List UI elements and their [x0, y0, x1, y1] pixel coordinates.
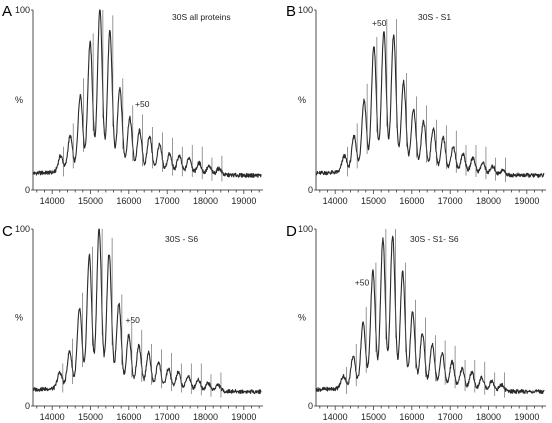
annotation-label: +50 [135, 99, 150, 109]
x-tick-label: 16000 [399, 412, 424, 422]
panel-letter: B [286, 3, 296, 20]
x-tick-label: 15000 [361, 412, 386, 422]
y-tick-label: 0 [308, 185, 313, 195]
y-tick-label: 0 [25, 401, 30, 411]
x-tick-label: 14000 [323, 412, 348, 422]
y-tick-label: 100 [298, 224, 313, 234]
panel-d: D 30S - S1- S6 100 0% 14000 15000 16000 17000 18… [286, 223, 546, 422]
x-tick-label: 19000 [514, 412, 539, 422]
x-tick-label: 15000 [78, 412, 103, 422]
x-tick-label: 17000 [438, 196, 463, 206]
x-tick-label: 17000 [438, 412, 463, 422]
panel-letter: D [286, 223, 297, 240]
spectrum-trace [315, 235, 545, 395]
x-tick-label: 16000 [399, 196, 424, 206]
panel-letter: A [2, 3, 12, 20]
y-tick-label: 0 [308, 401, 313, 411]
x-tick-label: 14000 [323, 196, 348, 206]
y-tick-label: 100 [15, 224, 30, 234]
x-tick-label: 17000 [155, 196, 180, 206]
x-tick-label: 19000 [231, 412, 256, 422]
x-tick-label: 18000 [193, 196, 218, 206]
x-tick-label: 16000 [116, 196, 141, 206]
y-axis-label: % [15, 313, 23, 323]
x-tick-label: 17000 [155, 412, 180, 422]
y-tick-label: 100 [298, 5, 313, 15]
panel-title: 30S all proteins [172, 12, 231, 22]
panel-title: 30S - S6 [165, 234, 198, 244]
x-tick-label: 15000 [361, 196, 386, 206]
y-axis-label: % [298, 95, 306, 105]
panel-letter: C [2, 223, 13, 240]
annotation-label: +50 [372, 18, 387, 28]
spectrum-trace [32, 9, 262, 178]
x-tick-label: 19000 [514, 196, 539, 206]
y-tick-label: 0 [25, 185, 30, 195]
x-tick-label: 14000 [40, 196, 65, 206]
x-tick-label: 19000 [231, 196, 256, 206]
panel-title: 30S - S1 [418, 12, 451, 22]
panel-title: 30S - S1- S6 [410, 234, 459, 244]
panel-b: B 30S - S1 100 0% 14000 15000 16000 17000 18000 1… [286, 3, 546, 206]
y-axis-label: % [15, 95, 23, 105]
spectrum-trace [32, 228, 262, 395]
panel-c: C 30S - S6 100 0% 14000 15000 16000 17000 18000 1… [2, 223, 263, 422]
x-tick-label: 15000 [78, 196, 103, 206]
annotation-label: +50 [125, 315, 140, 325]
panel-a: A 30S all proteins 100 0% 14000 15000 16000 170… [2, 3, 263, 206]
y-tick-label: 100 [15, 5, 30, 15]
x-tick-label: 18000 [193, 412, 218, 422]
y-axis-label: % [298, 313, 306, 323]
x-tick-label: 18000 [476, 196, 501, 206]
spectrum-trace [315, 31, 545, 178]
x-tick-label: 14000 [40, 412, 65, 422]
x-tick-label: 18000 [476, 412, 501, 422]
annotation-label: +50 [355, 278, 370, 288]
x-tick-label: 16000 [116, 412, 141, 422]
